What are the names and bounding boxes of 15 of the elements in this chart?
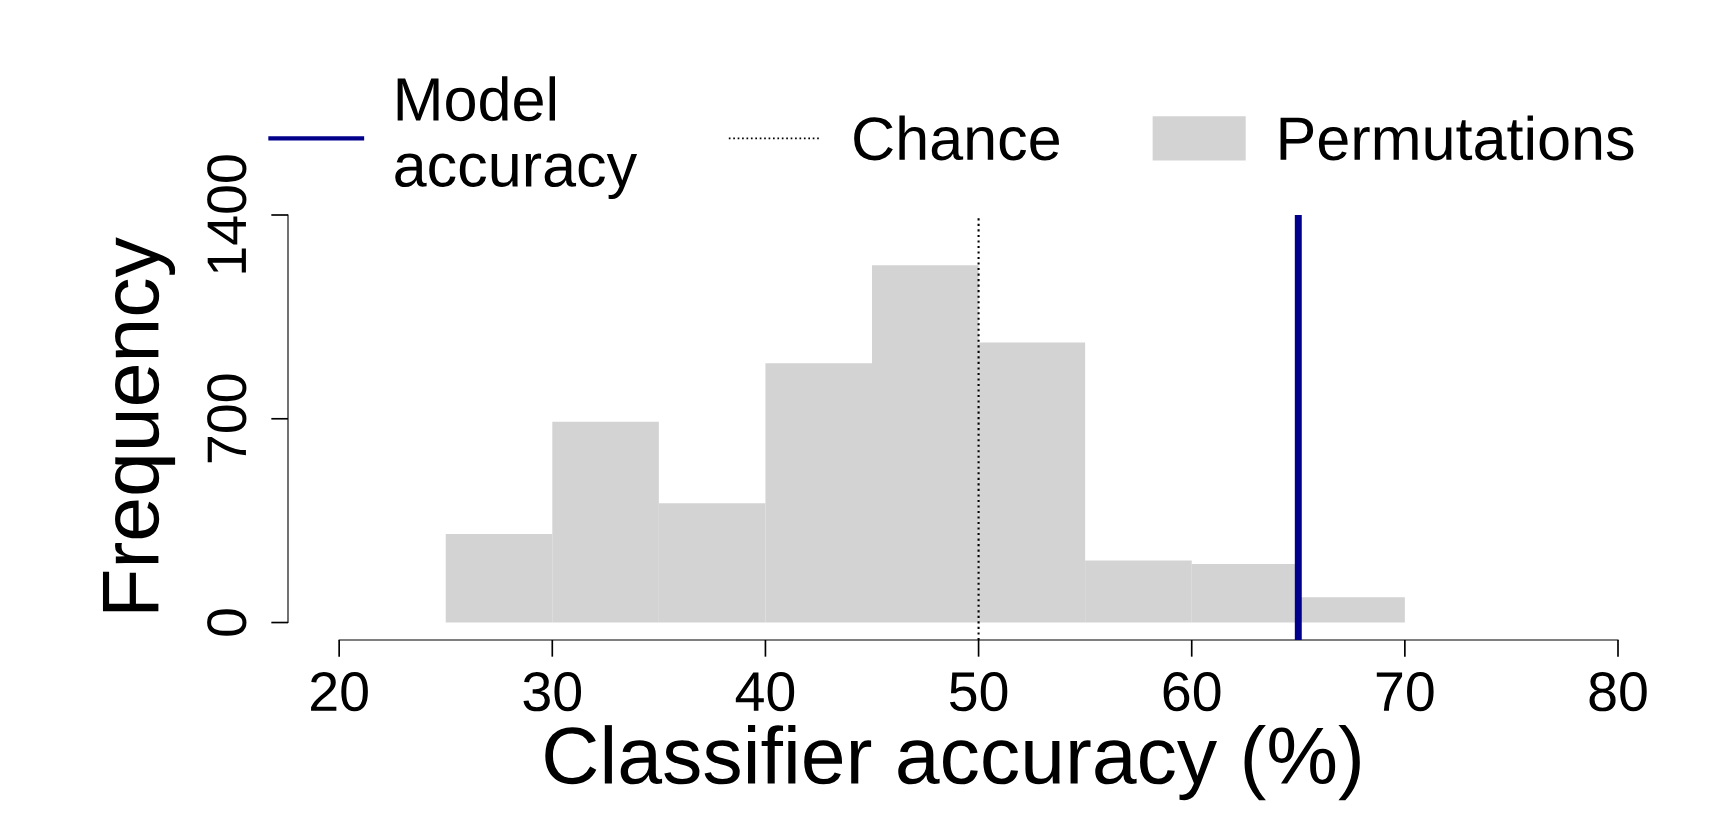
- x-tick-label: 30: [523, 672, 582, 712]
- x-tick-label: 70: [1376, 672, 1434, 712]
- x-tick-label: 40: [735, 672, 795, 712]
- x-tick-label: 50: [949, 672, 1008, 712]
- y-tick-label: 0: [207, 609, 247, 636]
- legend-label: Permutations: [1280, 115, 1634, 161]
- x-tick-label: 80: [1589, 672, 1647, 712]
- y-tick-label: 1400: [207, 155, 247, 273]
- y-tick-label: 700: [207, 374, 247, 463]
- y-axis-title: Frequency: [102, 237, 176, 612]
- ref-line-label: Chance: [854, 115, 1059, 161]
- x-axis-title: Classifier accuracy (%): [545, 725, 1360, 801]
- x-tick-label: 20: [311, 672, 368, 712]
- x-tick-label: 60: [1163, 672, 1221, 712]
- legend-label: Model accuracy: [395, 76, 638, 200]
